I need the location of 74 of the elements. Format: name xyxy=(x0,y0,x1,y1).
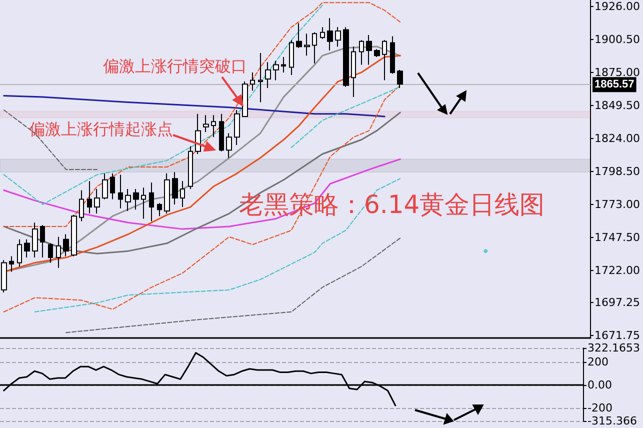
y-tick-label: 1875.00 xyxy=(594,66,640,79)
candlestick xyxy=(79,190,84,222)
line-series xyxy=(3,95,386,118)
annotation: 偏激上涨行情突破口 xyxy=(103,56,247,76)
candlestick xyxy=(17,238,22,268)
candlestick xyxy=(242,81,248,117)
ref-line-label: 1865.57 xyxy=(594,78,634,91)
candlestick xyxy=(289,40,294,76)
candlestick xyxy=(164,172,170,214)
candlestick xyxy=(1,260,7,293)
candlestick xyxy=(102,172,108,200)
candlestick xyxy=(71,214,77,257)
candlestick xyxy=(9,256,14,272)
annotation: 偏激上涨行情起涨点 xyxy=(29,120,173,138)
candlestick xyxy=(390,36,395,74)
candlestick xyxy=(56,236,61,268)
candlestick xyxy=(374,48,380,58)
line-series xyxy=(66,238,401,334)
candlestick xyxy=(335,26,341,48)
candlestick xyxy=(133,188,139,210)
candlestick xyxy=(118,174,123,209)
y-tick-label: 200 xyxy=(588,355,609,368)
candlestick xyxy=(273,60,279,81)
candlestick xyxy=(40,224,45,258)
candlestick xyxy=(312,32,317,64)
candlestick xyxy=(265,62,271,88)
candlestick xyxy=(180,180,185,208)
y-tick-label: -315.366 xyxy=(588,414,637,428)
candlestick xyxy=(157,202,162,217)
candlestick xyxy=(382,40,387,81)
candlestick xyxy=(366,34,372,66)
candlestick xyxy=(94,188,100,214)
candlestick xyxy=(359,40,364,66)
candlestick xyxy=(281,56,286,73)
y-tick-label: 0.00 xyxy=(588,378,612,392)
line-series xyxy=(290,86,401,148)
candlestick xyxy=(343,26,349,88)
candlestick xyxy=(296,22,302,48)
candlestick xyxy=(110,172,115,200)
candlestick xyxy=(32,222,38,258)
candlestick xyxy=(172,172,178,205)
candlestick xyxy=(125,188,131,212)
candlestick xyxy=(211,114,216,138)
candlestick xyxy=(258,52,263,103)
candlestick xyxy=(149,182,154,222)
y-tick-label: 1697.25 xyxy=(594,296,640,309)
candlestick xyxy=(24,238,30,258)
candlestick xyxy=(203,114,209,132)
y-tick-label: -200 xyxy=(588,401,612,414)
candlestick xyxy=(327,18,333,51)
y-tick-label: 1798.50 xyxy=(594,164,640,178)
y-tick-label: 1926.00 xyxy=(594,0,640,13)
candlestick xyxy=(304,33,310,56)
y-tick-label: 1900.50 xyxy=(594,32,640,46)
y-tick-label: 1849.50 xyxy=(594,98,640,112)
candlestick xyxy=(351,46,356,98)
y-tick-label: 1671.75 xyxy=(594,329,640,342)
candlestick xyxy=(188,146,193,190)
candlestick xyxy=(250,72,255,92)
y-tick-label: 1747.50 xyxy=(594,230,640,244)
candlestick xyxy=(234,110,240,146)
y-tick-label: 1773.00 xyxy=(594,198,640,211)
candlestick xyxy=(141,187,146,220)
candlestick xyxy=(87,180,92,214)
y-tick-label: 1824.00 xyxy=(594,132,640,145)
candlestick xyxy=(48,242,53,264)
y-tick-label: 1722.00 xyxy=(594,264,640,277)
y-tick-label: 322.1653 xyxy=(588,342,640,354)
candlestick xyxy=(219,113,224,152)
candlestick xyxy=(397,69,403,88)
candlestick xyxy=(320,26,325,40)
candlestick xyxy=(226,132,232,158)
candlestick xyxy=(63,234,69,257)
candlestick xyxy=(195,113,201,154)
